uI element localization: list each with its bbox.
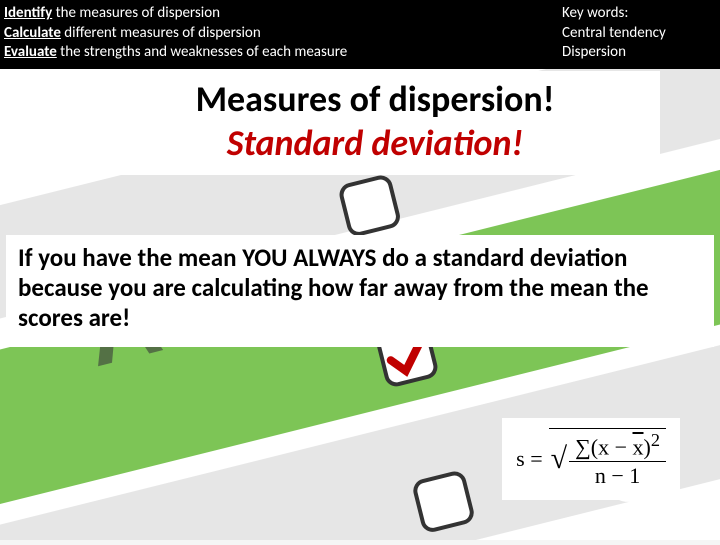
objective-2: Calculate different measures of dispersi…: [4, 24, 562, 44]
objective-2-keyword: Calculate: [4, 24, 61, 42]
objective-2-text: different measures of dispersion: [61, 24, 261, 42]
exponent: 2: [651, 430, 660, 450]
slide-title: Measures of dispersion! Standard deviati…: [90, 71, 660, 175]
objective-1-text: the measures of dispersion: [52, 4, 220, 22]
learning-objectives: Identify the measures of dispersion Calc…: [4, 4, 562, 63]
diff-open: (x −: [591, 434, 633, 459]
keywords-block: Key words: Central tendency Dispersion: [562, 4, 712, 63]
keyword-1: Central tendency: [562, 24, 712, 44]
objective-3-keyword: Evaluate: [4, 43, 57, 61]
formula-numerator: ∑(x − x)2: [569, 428, 666, 461]
objective-3-text: the strengths and weaknesses of each mea…: [57, 43, 347, 61]
keywords-label: Key words:: [562, 4, 712, 24]
title-line-1: Measures of dispersion!: [100, 77, 650, 121]
objective-1: Identify the measures of dispersion: [4, 4, 562, 24]
slide-body: If you have the mean YOU ALWAYS do a sta…: [6, 235, 714, 347]
title-line-2: Standard deviation!: [100, 121, 650, 165]
formula-box: s = √ ∑(x − x)2 n − 1: [502, 418, 680, 500]
objective-3: Evaluate the strengths and weaknesses of…: [4, 43, 562, 63]
objective-1-keyword: Identify: [4, 4, 52, 22]
diff-close: ): [644, 434, 651, 459]
formula-denominator: n − 1: [569, 462, 666, 491]
header-bar: Identify the measures of dispersion Calc…: [0, 0, 720, 69]
formula-lhs: s =: [516, 428, 548, 490]
sum-symbol: ∑: [575, 434, 591, 459]
keyword-2: Dispersion: [562, 43, 712, 63]
sqrt-symbol: √: [549, 428, 569, 490]
x-bar: x: [633, 434, 644, 459]
